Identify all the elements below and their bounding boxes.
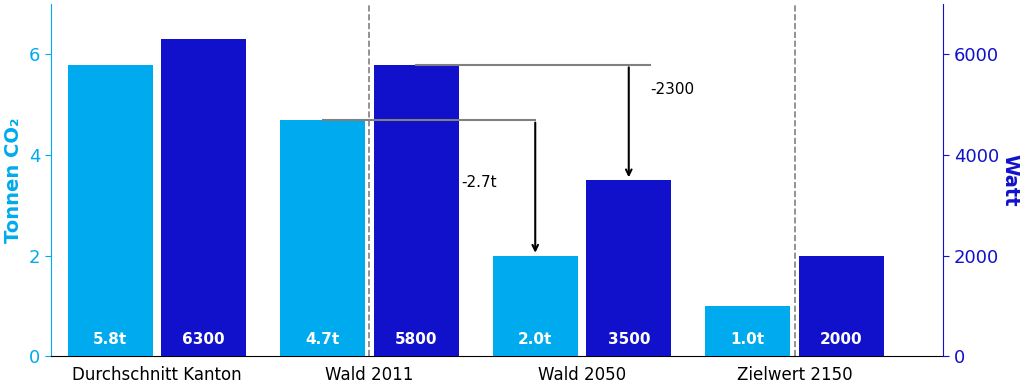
Bar — [68, 64, 153, 356]
Text: 5800: 5800 — [395, 332, 437, 347]
Text: 2000: 2000 — [820, 332, 862, 347]
Text: 3500: 3500 — [607, 332, 650, 347]
Y-axis label: Tonnen CO₂: Tonnen CO₂ — [4, 118, 24, 243]
Bar — [281, 120, 366, 356]
Bar — [706, 306, 791, 356]
Text: -2300: -2300 — [650, 82, 694, 97]
Text: -2.7t: -2.7t — [462, 175, 497, 190]
Text: 1.0t: 1.0t — [731, 332, 765, 347]
Bar — [493, 256, 578, 356]
Text: 4.7t: 4.7t — [305, 332, 340, 347]
Bar — [161, 39, 246, 356]
Text: 6300: 6300 — [182, 332, 225, 347]
Bar — [587, 180, 672, 356]
Y-axis label: Watt: Watt — [1000, 154, 1020, 206]
Bar — [799, 256, 884, 356]
Text: 2.0t: 2.0t — [518, 332, 552, 347]
Bar — [374, 64, 459, 356]
Text: 5.8t: 5.8t — [93, 332, 127, 347]
